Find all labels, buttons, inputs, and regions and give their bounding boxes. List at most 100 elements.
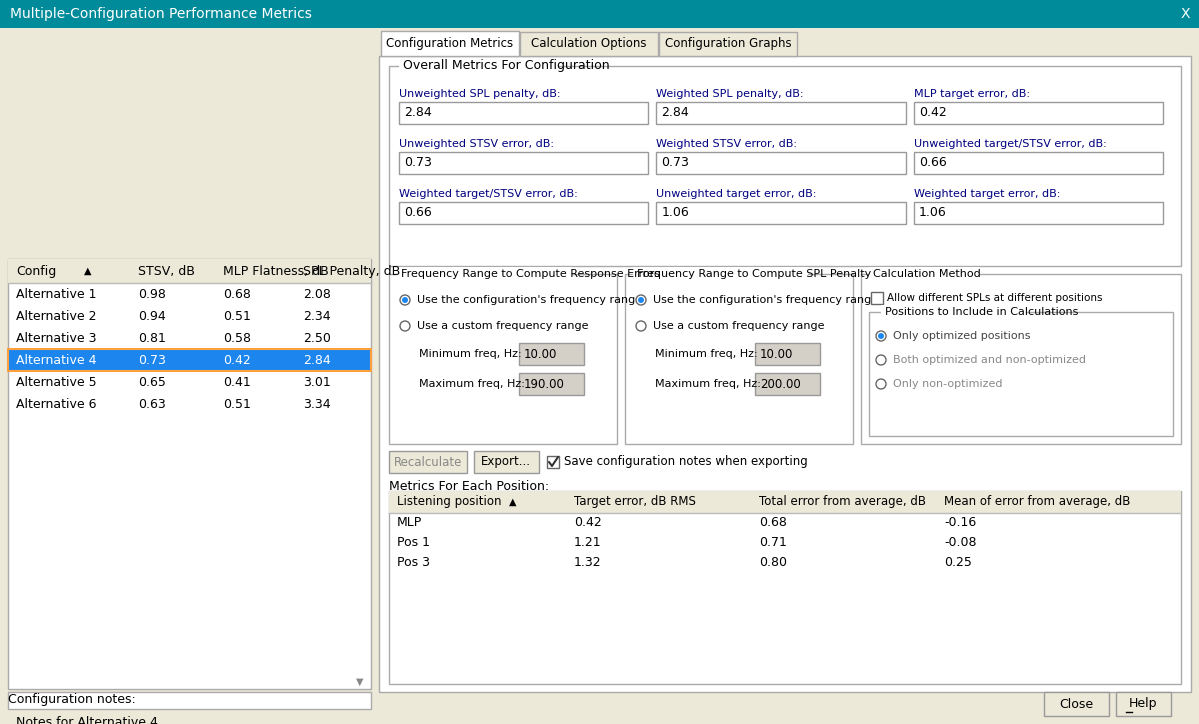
Text: Maximum freq, Hz:: Maximum freq, Hz:: [655, 379, 761, 389]
Text: Listening position: Listening position: [397, 495, 501, 508]
Text: MLP Flatness, dB: MLP Flatness, dB: [223, 264, 329, 277]
Text: ▲: ▲: [510, 497, 517, 507]
Text: Pos 1: Pos 1: [397, 536, 430, 550]
Text: Metrics For Each Position:: Metrics For Each Position:: [388, 481, 549, 494]
Bar: [625, 274, 852, 444]
Bar: [388, 491, 1181, 684]
Text: X: X: [1180, 7, 1189, 21]
Text: Target error, dB RMS: Target error, dB RMS: [574, 495, 695, 508]
Circle shape: [635, 321, 646, 331]
Text: Weighted target error, dB:: Weighted target error, dB:: [914, 189, 1060, 199]
Bar: [8, 259, 370, 689]
Circle shape: [878, 333, 884, 339]
Text: ▼: ▼: [356, 677, 363, 687]
Bar: [914, 152, 1163, 174]
Text: 0.51: 0.51: [223, 397, 251, 411]
Text: 2.08: 2.08: [303, 287, 331, 300]
Text: 0.98: 0.98: [138, 287, 165, 300]
Circle shape: [876, 355, 886, 365]
Text: 2.34: 2.34: [303, 309, 331, 322]
Text: 1.06: 1.06: [918, 206, 946, 219]
Text: 3.01: 3.01: [303, 376, 331, 389]
Text: Save configuration notes when exporting: Save configuration notes when exporting: [564, 455, 808, 468]
Bar: [869, 267, 980, 281]
Text: 0.51: 0.51: [223, 309, 251, 322]
Text: Alternative 6: Alternative 6: [16, 397, 96, 411]
Bar: [399, 152, 649, 174]
Bar: [474, 451, 540, 473]
Circle shape: [400, 321, 410, 331]
Bar: [388, 66, 1181, 266]
Bar: [388, 274, 617, 444]
Text: Minimum freq, Hz:: Minimum freq, Hz:: [418, 349, 522, 359]
Text: Alternative 2: Alternative 2: [16, 309, 96, 322]
Text: Unweighted target/STSV error, dB:: Unweighted target/STSV error, dB:: [914, 139, 1107, 149]
Text: MLP target error, dB:: MLP target error, dB:: [914, 89, 1030, 99]
Bar: [381, 31, 519, 56]
Text: Use the configuration's frequency range: Use the configuration's frequency range: [653, 295, 878, 305]
Text: 0.42: 0.42: [223, 353, 251, 366]
Bar: [8, 349, 370, 371]
Circle shape: [876, 379, 886, 389]
Text: 0.42: 0.42: [918, 106, 946, 119]
Text: Weighted target/STSV error, dB:: Weighted target/STSV error, dB:: [399, 189, 578, 199]
Text: 0.80: 0.80: [759, 557, 787, 570]
Text: Export...: Export...: [481, 455, 531, 468]
Text: 0.73: 0.73: [404, 156, 432, 169]
Circle shape: [876, 331, 886, 341]
Bar: [633, 267, 808, 281]
Text: MLP: MLP: [397, 516, 422, 529]
Text: Alternative 4: Alternative 4: [16, 353, 96, 366]
Text: 190.00: 190.00: [524, 377, 565, 390]
Text: 10.00: 10.00: [524, 348, 558, 361]
Text: 2.50: 2.50: [303, 332, 331, 345]
Text: 0.58: 0.58: [223, 332, 251, 345]
Bar: [547, 456, 559, 468]
Text: Notes for Alternative 4: Notes for Alternative 4: [16, 717, 158, 724]
Text: Configuration Graphs: Configuration Graphs: [664, 38, 791, 51]
Circle shape: [402, 297, 408, 303]
Text: STSV, dB: STSV, dB: [138, 264, 195, 277]
Bar: [399, 59, 559, 73]
Bar: [8, 259, 370, 283]
Text: Minimum freq, Hz:: Minimum freq, Hz:: [655, 349, 758, 359]
Text: Positions to Include in Calculations: Positions to Include in Calculations: [885, 307, 1078, 317]
Bar: [914, 102, 1163, 124]
Text: Configuration Metrics: Configuration Metrics: [386, 38, 513, 51]
Text: 1.21: 1.21: [574, 536, 602, 550]
Text: Maximum freq, Hz:: Maximum freq, Hz:: [418, 379, 525, 389]
Text: Pos 3: Pos 3: [397, 557, 430, 570]
Text: 0.81: 0.81: [138, 332, 165, 345]
Text: 10.00: 10.00: [760, 348, 794, 361]
Text: 200.00: 200.00: [760, 377, 801, 390]
Text: 0.66: 0.66: [404, 206, 432, 219]
Text: Only non-optimized: Only non-optimized: [893, 379, 1002, 389]
Text: 2.84: 2.84: [404, 106, 432, 119]
Bar: [388, 451, 466, 473]
Text: Recalculate: Recalculate: [393, 455, 462, 468]
Text: Calculation Method: Calculation Method: [873, 269, 981, 279]
Bar: [1044, 692, 1109, 716]
Text: Use a custom frequency range: Use a custom frequency range: [653, 321, 825, 331]
Text: Multiple-Configuration Performance Metrics: Multiple-Configuration Performance Metri…: [10, 7, 312, 21]
Text: 0.66: 0.66: [918, 156, 946, 169]
Bar: [656, 202, 905, 224]
Text: Config: Config: [16, 264, 56, 277]
Bar: [520, 32, 658, 56]
Text: 0.71: 0.71: [759, 536, 787, 550]
Bar: [519, 373, 584, 395]
Text: Alternative 3: Alternative 3: [16, 332, 96, 345]
Text: 0.68: 0.68: [759, 516, 787, 529]
Bar: [659, 32, 797, 56]
Text: 3.34: 3.34: [303, 397, 331, 411]
Text: Unweighted SPL penalty, dB:: Unweighted SPL penalty, dB:: [399, 89, 560, 99]
Text: 1.32: 1.32: [574, 557, 602, 570]
Text: Alternative 5: Alternative 5: [16, 376, 97, 389]
Text: 2.84: 2.84: [303, 353, 331, 366]
Text: Allow different SPLs at different positions: Allow different SPLs at different positi…: [887, 293, 1103, 303]
Text: 0.41: 0.41: [223, 376, 251, 389]
Text: 0.42: 0.42: [574, 516, 602, 529]
Text: Configuration notes:: Configuration notes:: [8, 692, 135, 705]
Bar: [0, 0, 1199, 28]
Text: Help: Help: [1128, 697, 1157, 710]
